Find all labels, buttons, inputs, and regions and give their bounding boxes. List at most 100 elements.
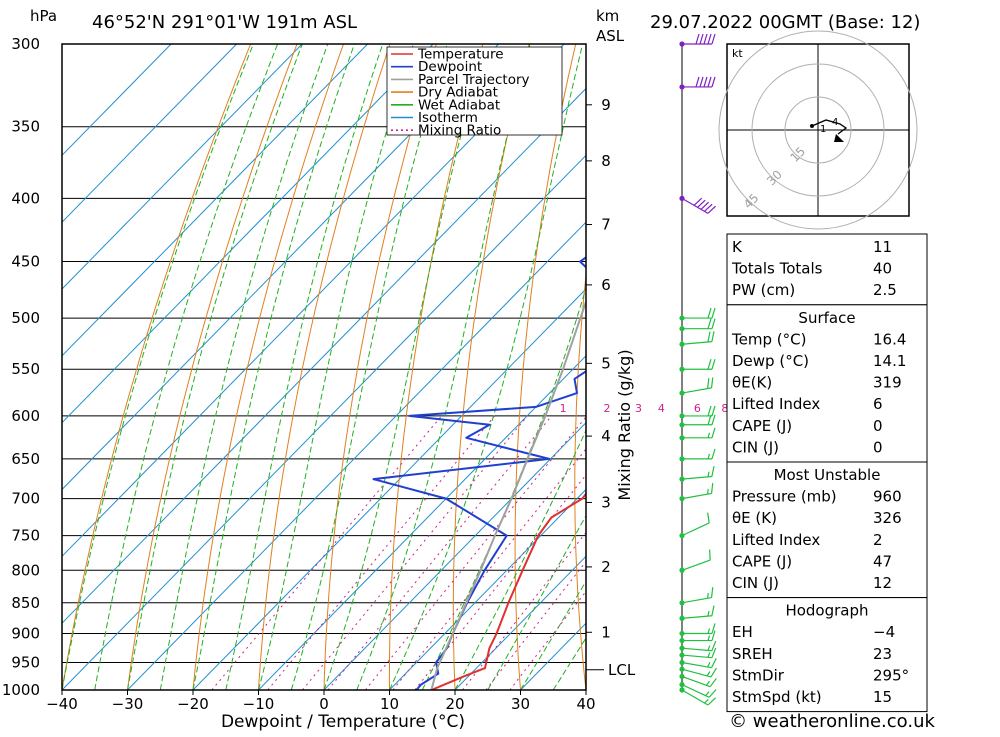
indices-top-row-label: K bbox=[732, 238, 743, 256]
isotherm-line bbox=[0, 44, 564, 690]
wind-barb bbox=[682, 550, 710, 571]
km-tick-label: 2 bbox=[601, 558, 611, 576]
wind-barb bbox=[682, 331, 714, 344]
pressure-tick-label: 950 bbox=[11, 653, 40, 671]
km-tick-label: 9 bbox=[601, 96, 611, 114]
wet-adiabat-line bbox=[291, 44, 447, 690]
wind-barb bbox=[682, 658, 716, 667]
wind-barb bbox=[682, 466, 714, 479]
isotherm-line bbox=[0, 44, 499, 690]
most-unstable-row-value: 2 bbox=[873, 531, 883, 549]
wind-barb bbox=[682, 641, 716, 651]
pressure-tick-label: 850 bbox=[11, 594, 40, 612]
dry-adiabat-line bbox=[515, 44, 576, 690]
x-tick-label: −30 bbox=[112, 695, 144, 713]
dry-adiabat-line bbox=[259, 44, 390, 690]
wind-barb bbox=[682, 34, 715, 44]
legend-entry: Mixing Ratio bbox=[418, 123, 501, 139]
wet-adiabat-line bbox=[259, 44, 414, 690]
hodograph-label: 4 bbox=[832, 117, 838, 128]
most-unstable-row-value: 12 bbox=[873, 574, 892, 592]
isotherm-line bbox=[62, 44, 695, 690]
x-tick-label: 20 bbox=[445, 695, 464, 713]
copyright-footer: © weatheronline.co.uk bbox=[729, 711, 935, 732]
km-tick-label: 8 bbox=[601, 152, 611, 170]
mixing-ratio-line bbox=[393, 416, 613, 690]
x-tick-label: 30 bbox=[511, 695, 530, 713]
x-tick-label: 40 bbox=[576, 695, 595, 713]
wind-barb bbox=[682, 449, 715, 459]
km-tick-label: 7 bbox=[601, 216, 611, 234]
surface-row-value: 0 bbox=[873, 438, 883, 456]
pressure-tick-label: 500 bbox=[11, 309, 40, 327]
wind-barb bbox=[682, 668, 716, 677]
hodograph-indices-row-label: StmSpd (kt) bbox=[732, 688, 822, 706]
wind-barb bbox=[682, 198, 716, 213]
indices-top-row-value: 40 bbox=[873, 260, 892, 278]
km-tick-label: 3 bbox=[601, 493, 611, 511]
wet-adiabat-line bbox=[324, 44, 486, 690]
wind-barb bbox=[682, 587, 713, 603]
surface-row-value: 0 bbox=[873, 417, 883, 435]
wind-barb bbox=[682, 308, 715, 318]
most-unstable-row-label: CIN (J) bbox=[732, 574, 779, 592]
hodograph-indices-row-label: StmDir bbox=[732, 666, 785, 684]
x-tick-label: −40 bbox=[46, 695, 78, 713]
indices-top-row-label: PW (cm) bbox=[732, 281, 795, 299]
most-unstable-row-value: 47 bbox=[873, 552, 892, 570]
profile-series bbox=[374, 44, 763, 690]
isotherm-line bbox=[0, 44, 433, 690]
most-unstable-row-value: 326 bbox=[873, 509, 902, 527]
pressure-tick-label: 650 bbox=[11, 450, 40, 468]
hodograph-start-dot bbox=[810, 124, 814, 128]
mixing-ratio-line bbox=[365, 416, 586, 690]
surface-row-value: 14.1 bbox=[873, 352, 906, 370]
wind-barb bbox=[682, 623, 715, 633]
km-tick-label: 5 bbox=[601, 354, 611, 372]
hodograph-indices-row-value: −4 bbox=[873, 623, 895, 641]
km-tick-label: 1 bbox=[601, 623, 611, 641]
pressure-tick-label: 600 bbox=[11, 407, 40, 425]
wet-adiabat-line bbox=[95, 44, 278, 690]
hodograph-indices-title: Hodograph bbox=[785, 602, 868, 620]
dry-adiabat-line bbox=[128, 44, 298, 690]
pressure-tick-label: 400 bbox=[11, 189, 40, 207]
x-tick-label: −20 bbox=[177, 695, 209, 713]
surface-row-label: CIN (J) bbox=[732, 438, 779, 456]
most-unstable-row-label: Lifted Index bbox=[732, 531, 820, 549]
axes: 1234681016202530035040045050055060065070… bbox=[2, 35, 849, 713]
surface-row-value: 16.4 bbox=[873, 330, 906, 348]
wind-barb bbox=[682, 606, 714, 619]
surface-row-label: Lifted Index bbox=[732, 395, 820, 413]
hodograph-units: kt bbox=[732, 47, 743, 60]
hodograph-indices-row-value: 295° bbox=[873, 666, 909, 684]
pressure-tick-label: 700 bbox=[11, 490, 40, 508]
wind-barb bbox=[682, 319, 715, 329]
pressure-tick-label: 750 bbox=[11, 527, 40, 545]
isotherm-line bbox=[128, 44, 761, 690]
wind-barb bbox=[682, 77, 715, 87]
wind-barb bbox=[682, 513, 709, 536]
pressure-tick-label: 350 bbox=[11, 118, 40, 136]
indices-top-row-value: 2.5 bbox=[873, 281, 897, 299]
most-unstable-row-label: θE (K) bbox=[732, 509, 777, 527]
surface-title: Surface bbox=[798, 309, 855, 327]
surface-row-label: Temp (°C) bbox=[731, 330, 806, 348]
mixing-ratio-label: 4 bbox=[658, 402, 665, 415]
wind-profile bbox=[679, 34, 716, 705]
x-tick-label: −10 bbox=[243, 695, 275, 713]
units-hpa-label: hPa bbox=[30, 7, 57, 25]
most-unstable-row-value: 960 bbox=[873, 488, 902, 506]
mixing-ratio-line bbox=[268, 416, 495, 690]
indices-top-row-value: 11 bbox=[873, 238, 892, 256]
mixing-ratio-label: 6 bbox=[694, 402, 701, 415]
series-dewpoint bbox=[374, 44, 693, 690]
surface-row-value: 319 bbox=[873, 374, 902, 392]
mixing-ratio-line bbox=[303, 416, 528, 690]
mixing-ratio-label: 2 bbox=[604, 402, 611, 415]
pressure-tick-label: 450 bbox=[11, 253, 40, 271]
isotherm-line bbox=[0, 44, 302, 690]
wind-barb bbox=[682, 359, 715, 369]
